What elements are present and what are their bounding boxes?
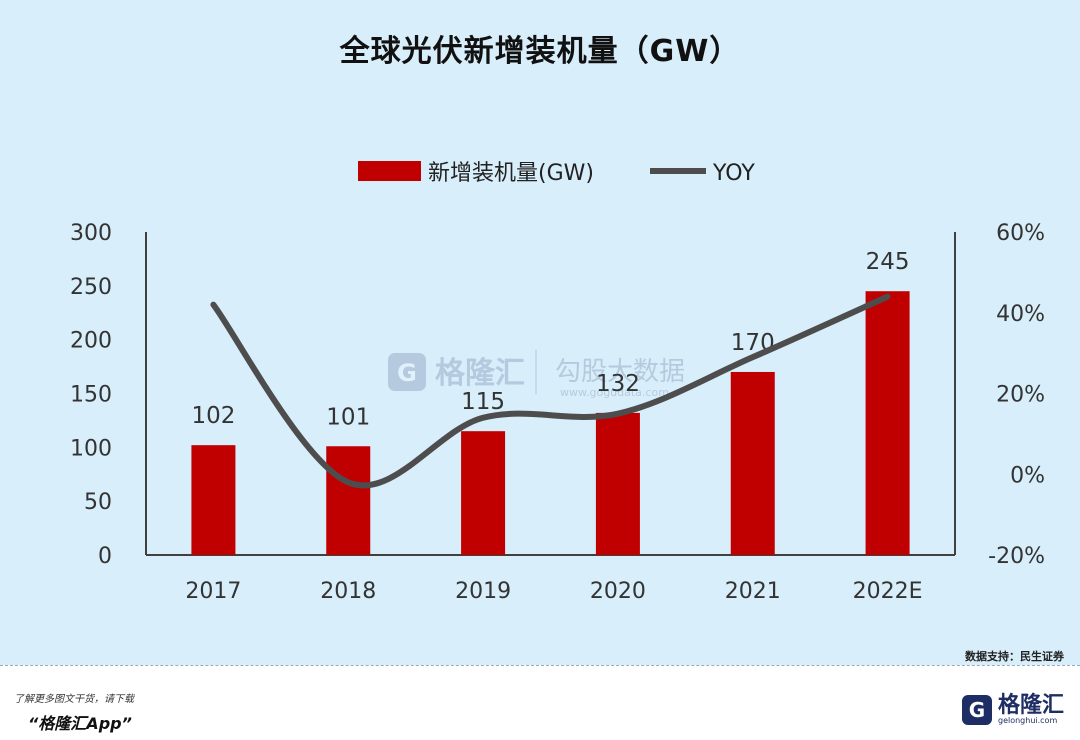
- legend-line-label: YOY: [712, 161, 755, 186]
- bar: [461, 431, 506, 555]
- watermark: G 格隆汇 勾股大数据 www.gogudata.com: [388, 350, 685, 399]
- x-tick-label: 2020: [590, 579, 646, 604]
- legend-bar-swatch: [358, 161, 421, 181]
- right-tick-label: 60%: [996, 221, 1045, 246]
- x-tick-label: 2017: [185, 579, 241, 604]
- right-axis-ticks: -20% 0% 20% 40% 60%: [988, 221, 1045, 569]
- bar-value-label: 115: [461, 389, 505, 415]
- x-tick-label: 2022E: [853, 579, 923, 604]
- yoy-line: [210, 293, 891, 489]
- legend: 新增装机量(GW) YOY: [358, 161, 755, 186]
- brand-text: 格隆汇 gelonghui.com: [998, 695, 1064, 725]
- bar-value-label: 245: [866, 249, 910, 275]
- left-tick-label: 250: [70, 275, 112, 300]
- bar: [730, 371, 775, 555]
- left-tick-label: 0: [98, 544, 112, 569]
- chart-area: G 格隆汇 勾股大数据 www.gogudata.com 新增装机量(GW) Y…: [70, 161, 1045, 604]
- brand-logo-icon: G: [961, 695, 992, 725]
- brand-name: 格隆汇: [997, 693, 1064, 718]
- bar-value-label: 101: [326, 404, 370, 430]
- x-tick-label: 2019: [455, 579, 511, 604]
- brand-logo: G 格隆汇 gelonghui.com: [961, 690, 1064, 730]
- data-source: 数据支持：民生证券: [965, 650, 1064, 663]
- chart-title: 全球光伏新增装机量（GW）: [339, 34, 741, 69]
- footer-divider: [0, 665, 1080, 666]
- bar-series: [191, 291, 910, 555]
- bar: [595, 412, 640, 555]
- bar: [191, 445, 236, 555]
- left-tick-label: 100: [70, 436, 112, 461]
- right-tick-label: 0%: [1010, 463, 1045, 488]
- watermark-logo-icon: [388, 353, 426, 391]
- x-tick-label: 2018: [320, 579, 376, 604]
- watermark-secondary: 勾股大数据: [555, 357, 685, 387]
- footer-app-name: “格隆汇App”: [28, 714, 132, 733]
- x-axis-ticks: 2017 2018 2019 2020 2021 2022E: [185, 579, 922, 604]
- right-tick-label: 40%: [996, 302, 1045, 327]
- left-tick-label: 150: [70, 383, 112, 408]
- legend-bar-label: 新增装机量(GW): [428, 161, 594, 186]
- left-tick-label: 300: [70, 221, 112, 246]
- left-tick-label: 200: [70, 329, 112, 354]
- right-tick-label: -20%: [988, 544, 1045, 569]
- watermark-brand: 格隆汇: [435, 356, 525, 391]
- watermark-url: www.gogudata.com: [560, 386, 669, 399]
- bar: [865, 291, 910, 555]
- yoy-series: [210, 293, 891, 489]
- brand-url: gelonghui.com: [997, 716, 1058, 725]
- left-tick-label: 50: [84, 490, 112, 515]
- x-tick-label: 2021: [725, 579, 781, 604]
- bar-value-label: 132: [596, 371, 640, 397]
- left-axis-ticks: 0 50 100 150 200 250 300: [70, 221, 112, 569]
- bar-value-label: 102: [191, 403, 235, 429]
- right-tick-label: 20%: [996, 383, 1045, 408]
- watermark-logo-letter: G: [397, 359, 417, 387]
- footer-promo-text: 了解更多图文干货，请下载: [14, 694, 134, 705]
- bar: [326, 446, 371, 555]
